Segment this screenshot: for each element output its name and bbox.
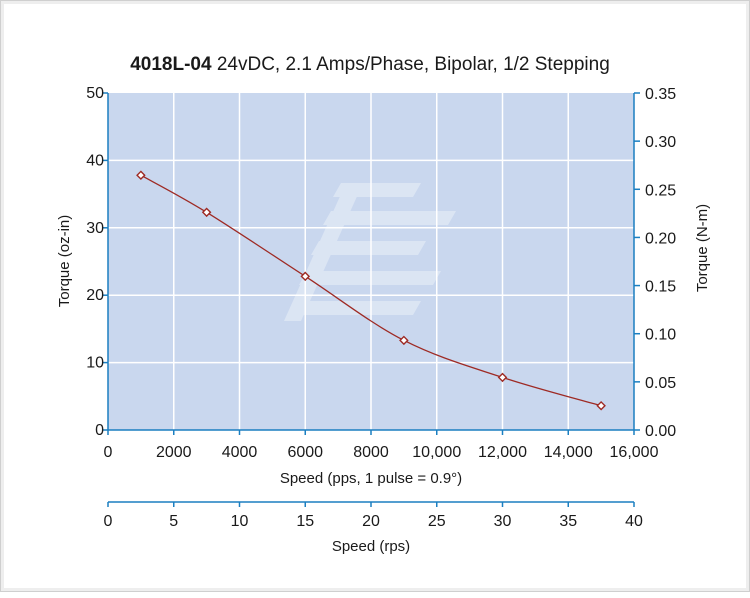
data-point [497, 372, 508, 383]
y2-tick-label: 0.05 [645, 375, 676, 392]
data-point [201, 207, 212, 218]
y2-tick-label: 0.25 [645, 182, 676, 199]
x2-tick-label: 10 [231, 513, 249, 530]
data-point [399, 335, 409, 346]
y-tick-label: 0 [95, 422, 104, 439]
y-tick-label: 50 [86, 85, 104, 102]
x2-tick-label: 15 [296, 513, 314, 530]
y2-tick-label: 0.20 [645, 230, 676, 247]
grid-lines [108, 93, 634, 430]
x2-tick-label: 35 [559, 513, 577, 530]
y2-tick-label: 0.00 [645, 423, 676, 440]
x2-axis-label: Speed (rps) [332, 538, 410, 555]
x-tick-label: 0 [104, 444, 113, 461]
chart-title-model: 4018L-04 [130, 54, 212, 75]
x-tick-label: 12,000 [478, 444, 527, 461]
x-tick-label: 8000 [353, 444, 389, 461]
y-tick-label: 20 [86, 287, 104, 304]
y-axis-label: Torque (oz-in) [56, 215, 73, 308]
x2-tick-label: 30 [494, 513, 512, 530]
x-tick-label: 4000 [222, 444, 258, 461]
y-tick-label: 10 [86, 355, 104, 372]
x-axis-label: Speed (pps, 1 pulse = 0.9°) [280, 470, 462, 487]
x-tick-label: 6000 [287, 444, 323, 461]
x-tick-label: 2000 [156, 444, 192, 461]
x-tick-label: 10,000 [412, 444, 461, 461]
y2-tick-label: 0.35 [645, 86, 676, 103]
x2-tick-label: 20 [362, 513, 380, 530]
x-tick-label: 14,000 [544, 444, 593, 461]
tick-labels: 010203040500.000.050.100.150.200.250.300… [86, 85, 676, 530]
y2-tick-label: 0.15 [645, 279, 676, 296]
y2-tick-label: 0.10 [645, 327, 676, 344]
y2-axis-label: Torque (N-m) [694, 204, 711, 292]
x2-tick-label: 40 [625, 513, 643, 530]
x-tick-label: 16,000 [610, 444, 659, 461]
data-point [136, 170, 146, 181]
x2-tick-label: 25 [428, 513, 446, 530]
y-tick-label: 40 [86, 152, 104, 169]
x2-tick-label: 0 [104, 513, 113, 530]
data-point [596, 400, 606, 411]
data-point [300, 271, 311, 282]
y2-tick-label: 0.30 [645, 134, 676, 151]
chart-title-specs: 24vDC, 2.1 Amps/Phase, Bipolar, 1/2 Step… [212, 54, 610, 75]
watermark-logo [284, 183, 456, 321]
axes [102, 92, 640, 507]
series-torque [136, 170, 606, 411]
y-tick-label: 30 [86, 220, 104, 237]
x2-tick-label: 5 [169, 513, 178, 530]
chart-title: 4018L-04 24vDC, 2.1 Amps/Phase, Bipolar,… [130, 54, 610, 75]
